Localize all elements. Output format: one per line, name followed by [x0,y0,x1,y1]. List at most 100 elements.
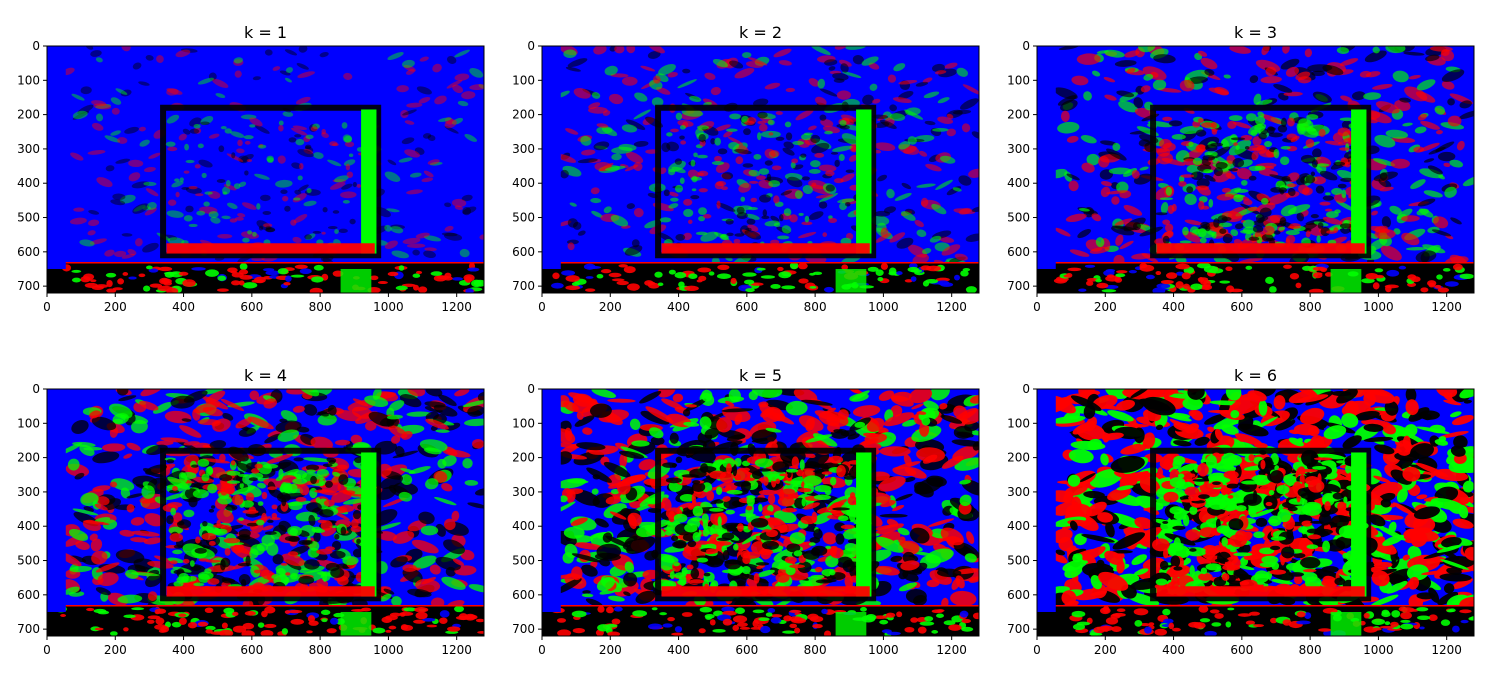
x-axis-ticks: 0 200 400 600 800 1000 1200 [538,293,967,314]
y-tick-label: 0 [32,382,40,396]
panel-title: k = 3 [1234,23,1277,42]
edge-map-image [542,389,979,636]
x-tick-label: 0 [1033,300,1041,314]
x-tick-label: 200 [599,300,622,314]
frame-right-edge [361,109,377,254]
x-tick-label: 800 [804,643,827,657]
frame-right-edge [1351,109,1367,254]
y-tick-label: 600 [1007,245,1030,259]
y-tick-label: 600 [1007,588,1030,602]
x-tick-label: 1200 [1431,643,1462,657]
y-tick-label: 300 [512,142,535,156]
x-tick-label: 0 [43,300,51,314]
y-tick-label: 700 [17,279,40,293]
y-tick-label: 200 [512,108,535,122]
y-tick-label: 400 [17,176,40,190]
left-column [47,389,66,612]
x-axis-ticks: 0 200 400 600 800 1000 1200 [1033,636,1462,657]
axes-frame [541,388,980,637]
bottom-strip [542,262,979,293]
panel-title: k = 6 [1234,366,1277,385]
x-tick-label: 600 [735,300,758,314]
y-tick-label: 400 [1007,176,1030,190]
x-tick-label: 1200 [936,300,967,314]
y-tick-label: 0 [1022,39,1030,53]
x-tick-label: 400 [1162,300,1185,314]
edge-map-image [542,46,979,293]
x-tick-label: 600 [1230,300,1253,314]
y-tick-label: 700 [512,622,535,636]
bottom-strip [1037,605,1474,636]
y-tick-label: 0 [32,39,40,53]
y-axis-ticks: 0 100 200 300 400 500 600 700 [512,39,542,293]
bottom-strip [47,605,484,636]
frame-right-edge [856,109,872,254]
y-tick-label: 700 [17,622,40,636]
x-tick-label: 1000 [1363,300,1394,314]
x-tick-label: 800 [309,300,332,314]
frame-right-edge [1351,452,1367,597]
framed-region [160,104,382,259]
axes-frame [1036,45,1475,294]
y-tick-label: 100 [17,416,40,430]
x-tick-label: 200 [1094,300,1117,314]
x-tick-label: 400 [1162,643,1185,657]
y-tick-label: 300 [1007,142,1030,156]
framed-region [160,447,382,602]
texture-marks [62,46,484,266]
y-tick-label: 200 [1007,451,1030,465]
frame-bottom-edge [1156,586,1365,597]
left-column [1037,389,1056,612]
panel-k3: k = 3 0 200 400 600 800 1000 1200 0 100 200 300 400 5… [1007,23,1475,314]
framed-region [1150,104,1372,259]
y-tick-label: 500 [1007,554,1030,568]
x-tick-label: 0 [43,643,51,657]
y-axis-ticks: 0 100 200 300 400 500 600 700 [17,382,47,636]
bottom-strip [47,262,484,293]
x-tick-label: 1200 [936,643,967,657]
x-tick-label: 0 [1033,643,1041,657]
panel-k2: k = 2 0 200 400 600 800 1000 1200 0 100 200 300 400 5… [512,23,980,314]
x-tick-label: 0 [538,643,546,657]
axes-frame [46,388,485,637]
x-tick-label: 400 [667,643,690,657]
axes-frame [46,45,485,294]
frame-bottom-edge [661,243,870,254]
x-tick-label: 200 [599,643,622,657]
x-tick-label: 400 [667,300,690,314]
axes-frame [541,45,980,294]
x-tick-label: 800 [309,643,332,657]
bottom-strip [542,605,979,636]
y-tick-label: 500 [17,211,40,225]
left-column [1037,46,1056,269]
x-axis-ticks: 0 200 400 600 800 1000 1200 [43,636,472,657]
y-tick-label: 300 [17,142,40,156]
y-tick-label: 0 [1022,382,1030,396]
y-tick-label: 500 [512,211,535,225]
x-tick-label: 400 [172,643,195,657]
panel-k5: k = 5 0 200 400 600 800 1000 1200 0 100 200 300 400 5… [512,366,980,657]
y-tick-label: 700 [1007,622,1030,636]
y-tick-label: 0 [527,39,535,53]
x-tick-label: 200 [1094,643,1117,657]
y-tick-label: 200 [17,108,40,122]
x-tick-label: 800 [804,300,827,314]
y-tick-label: 100 [512,416,535,430]
y-tick-label: 600 [17,245,40,259]
panel-title: k = 2 [739,23,782,42]
x-tick-label: 1200 [1431,300,1462,314]
x-tick-label: 1000 [373,300,404,314]
y-tick-label: 600 [17,588,40,602]
framed-region [1150,447,1372,602]
left-column [542,389,561,612]
panel-title: k = 1 [244,23,287,42]
frame-right-edge [361,452,377,597]
axes-frame [1036,388,1475,637]
edge-map-image [1037,389,1474,636]
y-tick-label: 300 [17,485,40,499]
frame-bottom-edge [1156,243,1365,254]
y-tick-label: 400 [512,519,535,533]
x-tick-label: 600 [240,643,263,657]
panel-k6: k = 6 0 200 400 600 800 1000 1200 0 100 200 300 400 5… [1007,366,1475,657]
